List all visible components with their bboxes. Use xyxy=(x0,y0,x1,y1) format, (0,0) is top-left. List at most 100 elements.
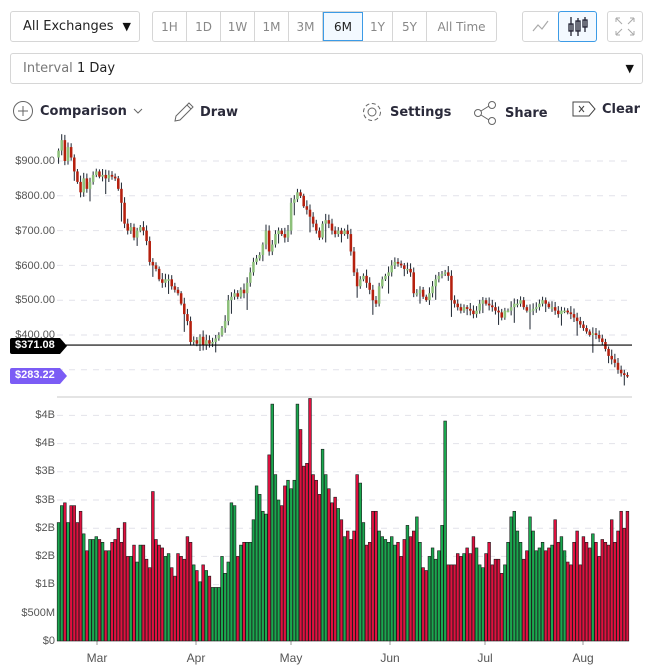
candle-body xyxy=(381,279,384,287)
volume-bar xyxy=(462,553,466,642)
candle-body xyxy=(107,174,111,179)
volume-bar xyxy=(427,556,432,642)
draw-button[interactable]: Draw xyxy=(172,100,238,124)
range-6m[interactable]: 6M xyxy=(323,12,363,41)
volume-bar xyxy=(248,541,252,642)
exchange-select[interactable]: All Exchanges ▼ xyxy=(10,11,140,42)
candle-body xyxy=(239,289,243,297)
volume-bar xyxy=(562,550,567,642)
volume-bar xyxy=(311,474,315,642)
interval-value: 1 Day xyxy=(76,61,116,76)
interval-select[interactable]: Interval 1 Day ▼ xyxy=(10,53,643,84)
range-1m[interactable]: 1M xyxy=(255,12,289,41)
volume-bar xyxy=(610,519,614,642)
range-3m[interactable]: 3M xyxy=(289,12,323,41)
volume-bar xyxy=(591,533,595,642)
volume-bar xyxy=(515,530,520,642)
volume-bar xyxy=(456,553,460,642)
volume-bar xyxy=(273,474,278,642)
candle-body xyxy=(359,279,362,287)
share-button[interactable]: Share xyxy=(473,100,548,126)
candle-body xyxy=(69,147,73,158)
volume-bar xyxy=(471,536,476,642)
volume-bar xyxy=(594,541,598,642)
range-1d[interactable]: 1D xyxy=(187,12,221,41)
candle-body xyxy=(308,209,312,217)
x-tick: Aug xyxy=(572,651,594,665)
volume-bar xyxy=(289,488,293,642)
candle-body xyxy=(425,296,428,301)
volume-bar xyxy=(280,505,284,642)
volume-bar xyxy=(69,505,73,642)
candle-body xyxy=(528,310,532,313)
volume-bar xyxy=(104,550,108,642)
candle-body xyxy=(129,227,133,231)
volume-bar xyxy=(91,539,95,642)
candle-body xyxy=(110,174,114,177)
range-1w[interactable]: 1W xyxy=(221,12,255,41)
volume-bar xyxy=(412,530,416,642)
volume-bar xyxy=(324,474,328,642)
candle-body xyxy=(623,373,626,376)
volume-bar xyxy=(210,587,215,642)
candlestick-chart-button[interactable] xyxy=(558,11,597,42)
range-1h[interactable]: 1H xyxy=(153,12,187,41)
volume-bar xyxy=(320,448,325,642)
candle-body xyxy=(258,254,261,259)
candle-body xyxy=(572,314,576,318)
volume-bar xyxy=(229,502,234,642)
volume-bar xyxy=(129,556,133,642)
candle-body xyxy=(443,272,447,275)
range-1y[interactable]: 1Y xyxy=(363,12,393,41)
clear-button[interactable]: Clear xyxy=(572,100,640,118)
volume-bar xyxy=(236,556,240,642)
candle-body xyxy=(491,305,494,308)
volume-bar xyxy=(396,541,400,642)
volume-bar xyxy=(540,541,545,642)
volume-bar xyxy=(383,539,388,642)
candle-body xyxy=(437,275,441,280)
settings-button[interactable]: Settings xyxy=(360,100,451,124)
price-tick: $600.00 xyxy=(15,260,55,272)
volume-bar xyxy=(56,522,61,642)
x-tick: Jun xyxy=(380,651,400,665)
candle-body xyxy=(98,171,101,177)
candle-body xyxy=(522,300,525,308)
volume-bar xyxy=(600,539,604,642)
volume-bar xyxy=(616,530,620,642)
candle-body xyxy=(333,230,337,235)
candle-body xyxy=(399,263,403,266)
candle-body xyxy=(198,336,202,344)
candle-body xyxy=(506,310,510,313)
volume-bar xyxy=(581,536,586,642)
candle-body xyxy=(315,223,318,231)
fullscreen-button[interactable] xyxy=(607,11,643,42)
volume-bar xyxy=(276,499,281,642)
candle-body xyxy=(525,307,529,311)
volume-bar xyxy=(613,541,617,642)
volume-bar xyxy=(525,550,529,642)
candle-body xyxy=(384,275,387,280)
current-price-tag: $283.22 xyxy=(10,368,67,384)
comparison-button[interactable]: Comparison xyxy=(12,100,143,122)
candle-body xyxy=(513,303,516,308)
candle-body xyxy=(421,289,425,297)
volume-bar xyxy=(201,564,205,642)
candle-body xyxy=(145,230,148,242)
volume-tick: $4B xyxy=(35,409,55,421)
candle-body xyxy=(428,293,431,301)
volume-bar xyxy=(518,541,523,642)
volume-bar xyxy=(446,564,450,642)
volume-bar xyxy=(430,547,435,642)
candle-body xyxy=(261,244,265,255)
volume-bar xyxy=(415,516,419,642)
volume-tick: $4B xyxy=(35,437,55,449)
candle-body xyxy=(616,362,620,370)
line-chart-button[interactable] xyxy=(522,11,559,42)
range-all-time[interactable]: All Time xyxy=(437,19,486,34)
candle-body xyxy=(255,258,258,262)
range-5y[interactable]: 5Y xyxy=(393,12,427,41)
volume-bar xyxy=(94,536,98,642)
candle-body xyxy=(95,171,98,175)
candle-body xyxy=(211,341,214,344)
